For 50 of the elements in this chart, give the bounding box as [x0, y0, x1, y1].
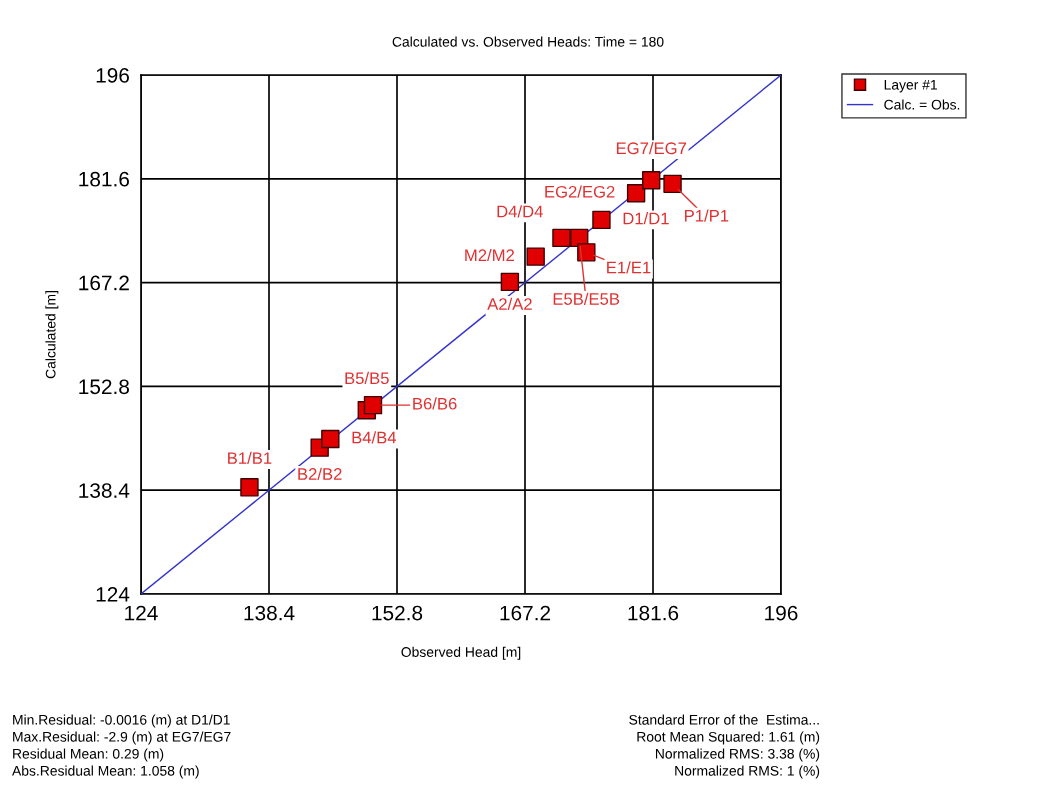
x-tick-label: 181.6 [628, 605, 679, 621]
annotation: B6/B6 [413, 397, 457, 410]
point [526, 247, 545, 266]
point [240, 478, 259, 497]
annotation: A2/A2 [487, 297, 532, 310]
annotation: M2/M2 [465, 248, 514, 262]
y-tick-label: 124 [96, 587, 130, 602]
text: Standard Error of the Estima... [629, 714, 819, 725]
annotation: B1/B1 [228, 451, 272, 465]
point [577, 243, 596, 262]
point [663, 174, 682, 194]
text: Min.Residual: -0.0016 (m) at D1/D1 [13, 714, 230, 728]
text: Root Mean Squared: 1.61 (m) [637, 731, 820, 745]
point [592, 210, 611, 230]
text: Abs.Residual Mean: 1.058 (m) [12, 765, 199, 779]
annotation: B4/B4 [352, 431, 397, 444]
y-tick-label: 152.8 [79, 379, 129, 395]
x-tick-label: 196 [765, 605, 798, 621]
annotation: D4/D4 [497, 205, 543, 218]
annotation: EG2/EG2 [545, 185, 615, 198]
annotation: E1/E1 [607, 261, 651, 274]
y-tick-label: 181.6 [79, 171, 129, 187]
annotation: EG7/EG7 [616, 141, 687, 155]
point [642, 171, 661, 190]
annotation: D1/D1 [623, 212, 669, 225]
annotation: P1/P1 [685, 209, 729, 222]
annotation: E5B/E5B [553, 292, 620, 305]
point [500, 272, 520, 292]
x-tick-label: 138.4 [244, 605, 295, 621]
x-tick-label: 152.8 [372, 605, 423, 621]
text: Max.Residual: -2.9 (m) at EG7/EG7 [13, 731, 231, 745]
point [321, 429, 340, 449]
text: Residual Mean: 0.29 (m) [13, 748, 164, 762]
text: Normalized RMS: 1 (%) [675, 765, 820, 779]
y-tick-label: 167.2 [79, 275, 129, 291]
annotation: B2/B2 [298, 467, 342, 480]
legend-label: Calc. = Obs. [884, 99, 960, 110]
point [626, 184, 646, 203]
x-tick-label: 167.2 [500, 605, 551, 621]
y-tick-label: 138.4 [79, 483, 130, 498]
x-tick-label: 124 [125, 605, 158, 621]
chart-title: Calculated vs. Observed Heads: Time = 180 [392, 36, 664, 47]
text: Normalized RMS: 3.38 (%) [655, 748, 820, 762]
x-axis-title: Observed Head [m] [401, 646, 521, 660]
annotation: B5/B5 [345, 371, 389, 385]
point [363, 395, 383, 415]
legend-label: Layer #1 [884, 80, 937, 93]
point [552, 228, 571, 248]
y-tick-label: 196 [96, 68, 129, 83]
y-axis-title: Calculated [m] [45, 291, 59, 379]
